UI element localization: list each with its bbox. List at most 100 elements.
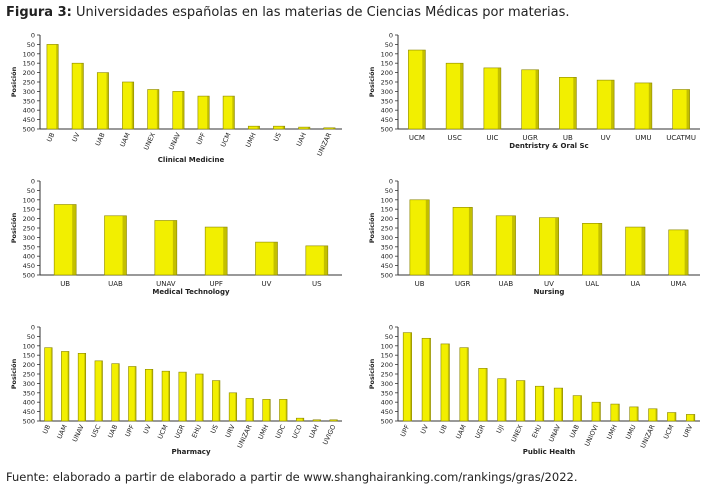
bar-shade <box>535 69 539 129</box>
bar-shade <box>561 388 563 421</box>
bar-shade <box>223 227 228 275</box>
chart-clinical-medicine: 0 50 100 150 200 250 300 350 400 450 500 Posición UB… <box>4 30 348 170</box>
x-tick-label: UNIOVI <box>583 423 600 447</box>
y-tick-label: 150 <box>23 352 35 360</box>
x-tick-label: UAB <box>568 423 581 439</box>
x-axis-label: Pharmacy <box>171 448 210 456</box>
y-tick-label: 50 <box>385 41 393 49</box>
bar <box>111 363 120 422</box>
figure-caption: Universidades españolas en las materias … <box>76 5 570 20</box>
y-tick-label: 100 <box>23 50 35 58</box>
x-tick-label: UJI <box>495 423 506 434</box>
bar-shade <box>617 404 620 421</box>
x-tick-label: UAL <box>585 280 599 288</box>
x-tick-label: UV <box>419 423 430 435</box>
x-tick-label: UNIZAR <box>315 131 333 157</box>
bar <box>245 398 254 422</box>
bar <box>686 414 696 422</box>
x-tick-label: UAB <box>94 131 107 147</box>
chart-nursing: 0 50 100 150 200 250 300 350 400 450 500 Posición UB… <box>362 176 706 316</box>
bar <box>298 126 311 130</box>
bar-shade <box>268 399 271 421</box>
bar <box>459 347 469 422</box>
x-tick-label: UNAV <box>547 423 562 443</box>
bar-shade <box>684 229 689 275</box>
bar <box>147 89 160 130</box>
y-tick-label: 100 <box>381 196 393 204</box>
x-tick-label: UMA <box>670 280 686 288</box>
bar <box>161 370 170 422</box>
y-tick-label: 250 <box>23 371 35 379</box>
bar-shade <box>72 204 77 275</box>
y-tick-label: 100 <box>23 196 35 204</box>
y-tick-label: 0 <box>389 324 393 332</box>
bar-shade <box>410 332 412 421</box>
bar <box>582 222 603 276</box>
x-tick-label: UAH <box>295 131 308 147</box>
x-tick-label: UGR <box>522 134 538 142</box>
x-tick-label: UGR <box>455 280 471 288</box>
x-tick-label: UMU <box>624 423 638 440</box>
x-tick-label: UB <box>41 423 52 435</box>
bar-shade <box>185 372 187 421</box>
x-tick-label: UMH <box>257 423 271 440</box>
x-tick-label: UMU <box>635 134 651 142</box>
bar <box>61 351 70 422</box>
bar <box>212 380 221 422</box>
x-tick-label: UAM <box>55 423 69 440</box>
x-axis-label: Clinical Medicine <box>158 156 225 164</box>
y-tick-label: 100 <box>23 342 35 350</box>
bar-shade <box>641 227 645 275</box>
y-tick-label: 50 <box>385 333 393 341</box>
x-tick-label: UCO <box>291 423 304 439</box>
x-tick-label: UV <box>262 280 272 288</box>
chart-pharmacy: 0 50 100 150 200 250 300 350 400 450 500 Posición UB… <box>4 322 348 462</box>
bar-shade <box>648 82 652 129</box>
y-tick-label: 400 <box>23 107 35 115</box>
x-tick-label: UMH <box>244 131 258 148</box>
bar <box>222 95 235 130</box>
bar-shade <box>447 343 450 421</box>
bar <box>610 403 620 422</box>
y-axis-label: Posición <box>10 66 18 97</box>
x-tick-label: UA <box>630 280 640 288</box>
y-axis-label: Posición <box>10 358 18 389</box>
bar <box>204 226 228 276</box>
bar <box>629 406 639 422</box>
bar <box>154 220 178 276</box>
chart-public-health: 0 50 100 150 200 250 300 350 400 450 500 Posición UP… <box>362 322 706 462</box>
bar <box>255 241 278 276</box>
bar-shade <box>598 223 602 275</box>
bar-shade <box>323 245 328 275</box>
bar <box>421 337 431 422</box>
y-tick-label: 150 <box>23 206 35 214</box>
x-tick-label: UNIZAR <box>236 423 254 449</box>
bar <box>625 226 646 276</box>
y-tick-label: 400 <box>381 107 393 115</box>
chart-dentistry: 0 50 100 150 200 250 300 350 400 450 500 Posición UC… <box>362 30 706 170</box>
bar <box>329 419 338 422</box>
x-axis-label: Dentristry & Oral Sc <box>509 142 588 150</box>
y-tick-label: 0 <box>389 32 393 40</box>
x-tick-label: UNAV <box>156 280 176 288</box>
bar <box>262 399 271 422</box>
bar-shade <box>134 366 137 421</box>
x-tick-label: UB <box>438 423 449 435</box>
y-tick-label: 0 <box>31 324 35 332</box>
bar-shade <box>122 215 127 275</box>
y-tick-label: 250 <box>381 371 393 379</box>
y-tick-label: 450 <box>381 262 393 270</box>
bar <box>553 387 563 422</box>
bar-shade <box>302 418 304 421</box>
chart-medical-technology: 0 50 100 150 200 250 300 350 400 450 500 Posición UB… <box>4 176 348 316</box>
x-tick-label: UB <box>60 280 70 288</box>
bar-shade <box>235 392 237 421</box>
bar-shade <box>333 127 336 129</box>
bar-shade <box>106 72 109 129</box>
bar-shade <box>84 353 86 421</box>
x-tick-label: UAH <box>307 423 320 439</box>
x-tick-label: UB <box>563 134 573 142</box>
bar-shade <box>598 402 601 421</box>
bar <box>197 95 210 130</box>
